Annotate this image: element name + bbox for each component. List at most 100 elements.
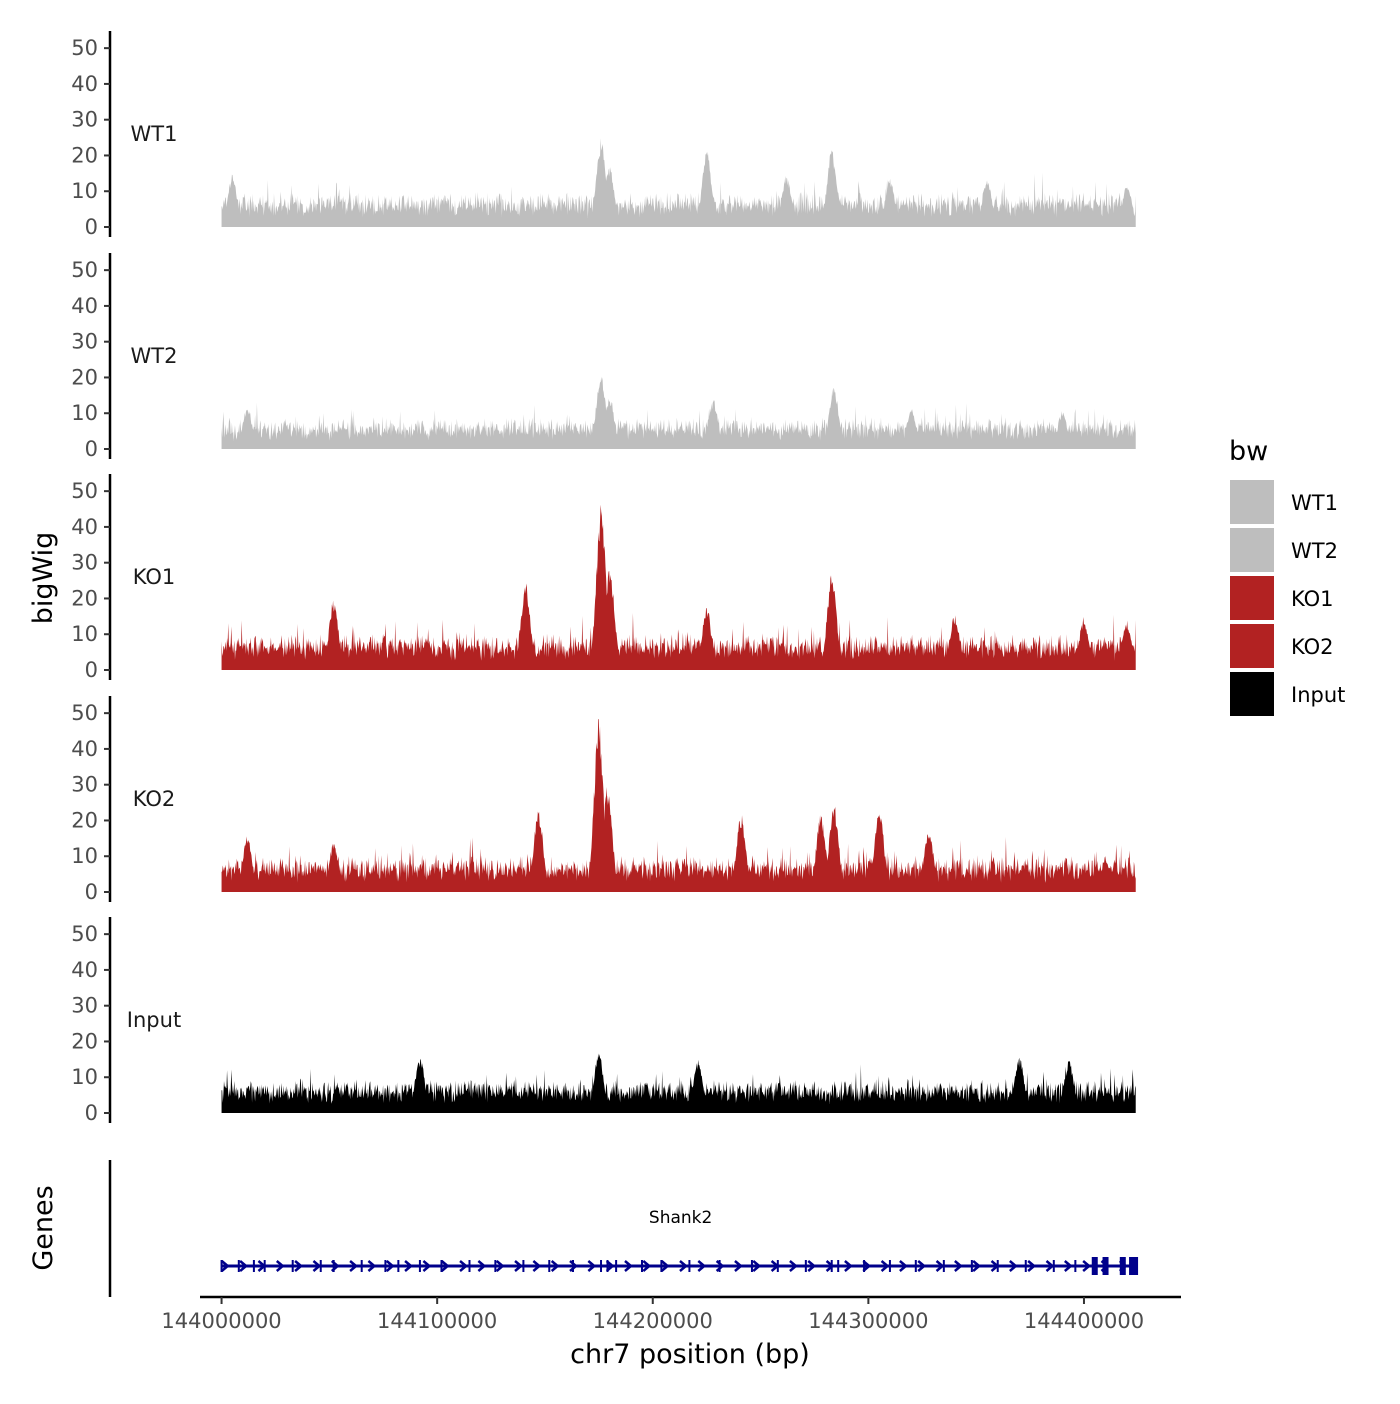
- y-tick-label: 0: [85, 215, 98, 239]
- exon: [688, 1260, 691, 1272]
- legend-swatch: [1230, 576, 1274, 620]
- strand-arrow: [294, 1260, 304, 1272]
- exon: [942, 1260, 945, 1272]
- exon: [1024, 1260, 1027, 1272]
- legend-label: KO1: [1291, 587, 1334, 611]
- strand-arrow: [1027, 1260, 1037, 1272]
- exon: [888, 1260, 891, 1272]
- x-tick-label: 144100000: [377, 1309, 497, 1333]
- strand-arrow: [789, 1260, 798, 1272]
- exon: [750, 1260, 753, 1272]
- tracks-layer: 0 10 20 30 40 50 WT1 0 10 20 30 40 50 WT2 0 10 20 30 40 50 K…: [71, 31, 1136, 1125]
- y-tick-label: 40: [71, 515, 98, 539]
- strand-arrow: [459, 1260, 468, 1272]
- exon: [360, 1260, 363, 1272]
- legend-swatch: [1230, 528, 1274, 572]
- exon: [1129, 1257, 1139, 1275]
- strand-arrow: [495, 1260, 505, 1272]
- y-tick-label: 10: [71, 179, 98, 203]
- strand-arrow: [679, 1260, 688, 1272]
- exon: [548, 1260, 551, 1272]
- legend-swatch: [1230, 624, 1274, 668]
- strand-arrow: [312, 1260, 322, 1272]
- exon: [1102, 1257, 1109, 1275]
- strand-arrow: [862, 1260, 872, 1272]
- exon: [600, 1260, 603, 1272]
- strand-arrow: [1064, 1260, 1073, 1272]
- strand-arrow: [349, 1260, 359, 1272]
- strand-arrow: [752, 1260, 762, 1272]
- strand-arrow: [367, 1260, 377, 1272]
- y-tick-label: 20: [71, 365, 98, 389]
- y-tick-label: 40: [71, 737, 98, 761]
- legend-label: WT1: [1291, 491, 1338, 515]
- strand-arrow: [954, 1260, 963, 1272]
- strand-arrow: [1045, 1260, 1055, 1272]
- strand-arrow: [385, 1260, 395, 1272]
- signal-area-ko2: [221, 719, 1136, 892]
- genes-layer: Shank2: [108, 1160, 1139, 1297]
- exon: [397, 1260, 400, 1272]
- exon: [291, 1260, 294, 1272]
- strand-arrow: [1082, 1260, 1092, 1272]
- y-tick-label: 30: [71, 551, 98, 575]
- strand-arrow: [642, 1260, 652, 1272]
- y-tick-label: 0: [85, 658, 98, 682]
- strand-arrow: [624, 1260, 633, 1272]
- exon: [640, 1260, 643, 1272]
- legend-item-ko2: KO2: [1230, 624, 1334, 668]
- gene-shank2: Shank2: [220, 1208, 1139, 1275]
- exon: [837, 1260, 840, 1272]
- x-tick-label: 144200000: [593, 1309, 713, 1333]
- x-tick-label: 144400000: [1024, 1309, 1144, 1333]
- exon: [494, 1260, 497, 1272]
- y-tick-label: 30: [71, 994, 98, 1018]
- exon: [468, 1260, 471, 1272]
- track-label-ko2: KO2: [133, 787, 176, 811]
- exon: [418, 1260, 421, 1272]
- legend-item-wt2: WT2: [1230, 528, 1338, 572]
- exon: [332, 1260, 335, 1272]
- y-tick-label: 30: [71, 108, 98, 132]
- track-panel-wt2: 0 10 20 30 40 50 WT2: [71, 253, 1136, 461]
- y-tick-label: 40: [71, 72, 98, 96]
- strand-arrow: [477, 1260, 487, 1272]
- strand-arrow: [807, 1260, 817, 1272]
- exon: [440, 1260, 443, 1272]
- strand-arrow: [220, 1260, 230, 1272]
- y-tick-label: 50: [71, 258, 98, 282]
- y-tick-label: 20: [71, 808, 98, 832]
- y-tick-label: 50: [71, 479, 98, 503]
- exon: [996, 1260, 999, 1272]
- legend-swatch: [1230, 480, 1274, 524]
- strand-arrow: [440, 1260, 450, 1272]
- signal-area-wt1: [221, 138, 1136, 227]
- legend-item-wt1: WT1: [1230, 480, 1338, 524]
- strand-arrow: [422, 1260, 432, 1272]
- track-panel-wt1: 0 10 20 30 40 50 WT1: [71, 31, 1136, 239]
- exon: [1074, 1260, 1077, 1272]
- signal-area-wt2: [221, 376, 1136, 449]
- y-tick-label: 50: [71, 922, 98, 946]
- x-tick-label: 144300000: [808, 1309, 928, 1333]
- exon: [263, 1260, 266, 1272]
- legend-label: KO2: [1291, 635, 1334, 659]
- track-label-wt2: WT2: [131, 344, 178, 368]
- strand-arrow: [935, 1260, 945, 1272]
- y-axis-title: bigWig: [28, 532, 59, 625]
- track-panel-ko2: 0 10 20 30 40 50 KO2: [71, 696, 1136, 904]
- exon: [220, 1260, 223, 1272]
- legend-label: Input: [1291, 683, 1345, 707]
- legend: bw WT1 WT2 KO1 KO2 Input: [1229, 436, 1345, 716]
- strand-arrow: [404, 1260, 414, 1272]
- exon: [863, 1260, 866, 1272]
- genes-axis-title: Genes: [28, 1185, 59, 1270]
- signal-area-ko1: [221, 504, 1136, 670]
- exon: [237, 1260, 240, 1272]
- y-tick-label: 10: [71, 1065, 98, 1089]
- exon: [718, 1260, 721, 1272]
- strand-arrow: [550, 1260, 560, 1272]
- y-tick-label: 10: [71, 622, 98, 646]
- strand-arrow: [972, 1260, 982, 1272]
